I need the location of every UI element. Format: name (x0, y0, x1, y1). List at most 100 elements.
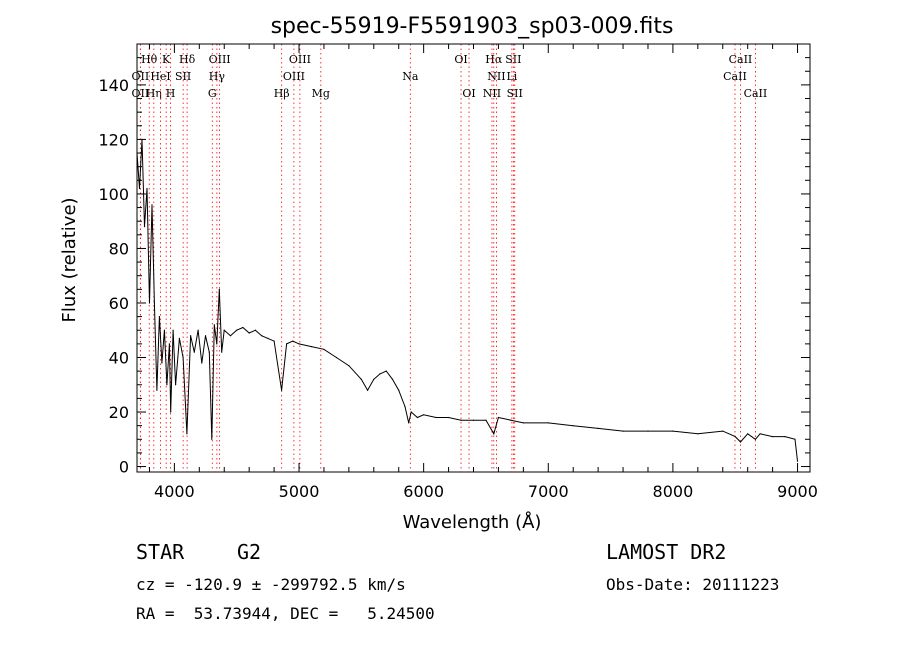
data-point (391, 378, 394, 380)
y-tick-label: 120 (98, 130, 129, 149)
y-tick-label: 60 (109, 294, 129, 313)
data-point (175, 384, 177, 386)
data-point (143, 226, 146, 228)
data-point (448, 416, 450, 419)
y-tick-label: 140 (98, 76, 129, 95)
data-point (772, 436, 774, 438)
y-tick-label: 0 (119, 458, 129, 477)
line-label: CaII (744, 87, 768, 100)
data-point (163, 329, 165, 331)
data-point (404, 406, 406, 408)
line-label: Hα (485, 53, 503, 66)
data-point (158, 316, 160, 318)
data-point (254, 329, 256, 331)
line-label: Hβ (274, 87, 290, 100)
line-label: SII (507, 87, 523, 100)
line-label: Hη (146, 87, 162, 100)
line-label: SII (175, 70, 191, 83)
spectrum-chart: spec-55919-F5591903_sp03-009.fits OII OII… (59, 14, 818, 533)
plot-frame (136, 43, 811, 473)
data-point (218, 288, 220, 290)
data-point (216, 343, 218, 345)
data-point (211, 438, 213, 440)
x-tick-label: 5000 (279, 482, 320, 501)
data-point (734, 436, 736, 438)
data-point (408, 422, 410, 424)
data-point (416, 416, 418, 419)
data-point (151, 204, 153, 206)
data-point (267, 337, 269, 339)
line-label: OI (462, 87, 475, 100)
y-tick-label: 20 (109, 403, 129, 422)
data-point (168, 343, 170, 345)
data-point (221, 351, 223, 353)
line-label: K (162, 53, 171, 66)
line-label: Hθ (141, 53, 158, 66)
data-point (493, 433, 495, 435)
data-point (182, 356, 184, 359)
data-point (335, 356, 337, 359)
data-point (522, 422, 525, 424)
data-point (172, 329, 174, 331)
data-point (186, 433, 188, 435)
data-point (572, 425, 574, 427)
data-point (193, 351, 195, 353)
series-line-spectrum (136, 139, 798, 462)
y-tick-label: 40 (109, 349, 129, 368)
data-point (722, 430, 724, 432)
data-point (747, 433, 749, 435)
chart-title: spec-55919-F5591903_sp03-009.fits (271, 14, 674, 39)
line-label: OIII (283, 70, 305, 83)
line-label: Hγ (209, 70, 226, 83)
data-point (208, 351, 210, 353)
line-label: Hδ (179, 53, 196, 66)
data-point (398, 389, 400, 391)
data-point (197, 329, 199, 331)
line-label: OII (132, 87, 150, 100)
data-point (148, 302, 151, 304)
data-point (223, 329, 225, 331)
survey-name: LAMOST DR2 (606, 540, 727, 564)
data-point (379, 373, 381, 375)
data-point (672, 430, 674, 432)
data-point (597, 427, 599, 429)
x-tick-label: 7000 (528, 482, 569, 501)
data-point (236, 329, 238, 331)
line-label: OI (454, 53, 467, 66)
line-label: NII (487, 70, 505, 83)
line-label: CaII (729, 53, 753, 66)
data-point (201, 362, 203, 364)
y-tick-label: 100 (98, 185, 129, 204)
data-point (423, 414, 425, 416)
data-point (190, 335, 192, 337)
data-point (759, 433, 761, 435)
data-point (348, 365, 350, 367)
line-label: NII (483, 87, 501, 100)
data-point (622, 430, 624, 432)
line-label: Na (402, 70, 419, 83)
data-point (697, 433, 699, 435)
data-point (229, 335, 232, 337)
data-point (323, 348, 325, 350)
data-point (410, 411, 412, 413)
data-point (248, 332, 250, 334)
object-subclass: G2 (237, 540, 262, 564)
data-point (261, 335, 263, 337)
object-class: STAR (136, 540, 185, 564)
data-point (435, 416, 437, 419)
data-point (497, 416, 499, 419)
x-tick-label: 8000 (653, 482, 694, 501)
data-point (138, 187, 141, 190)
data-point (292, 340, 294, 342)
observation-date: Obs-Date: 20111223 (606, 575, 780, 594)
y-tick-label: 80 (109, 239, 129, 258)
data-point (273, 340, 275, 342)
data-point (153, 302, 155, 304)
data-point (472, 419, 475, 421)
x-axis-label: Wavelength (Å) (403, 511, 542, 533)
data-point (213, 324, 215, 326)
data-point (178, 337, 180, 339)
data-point (485, 419, 487, 421)
data-point (547, 422, 549, 424)
